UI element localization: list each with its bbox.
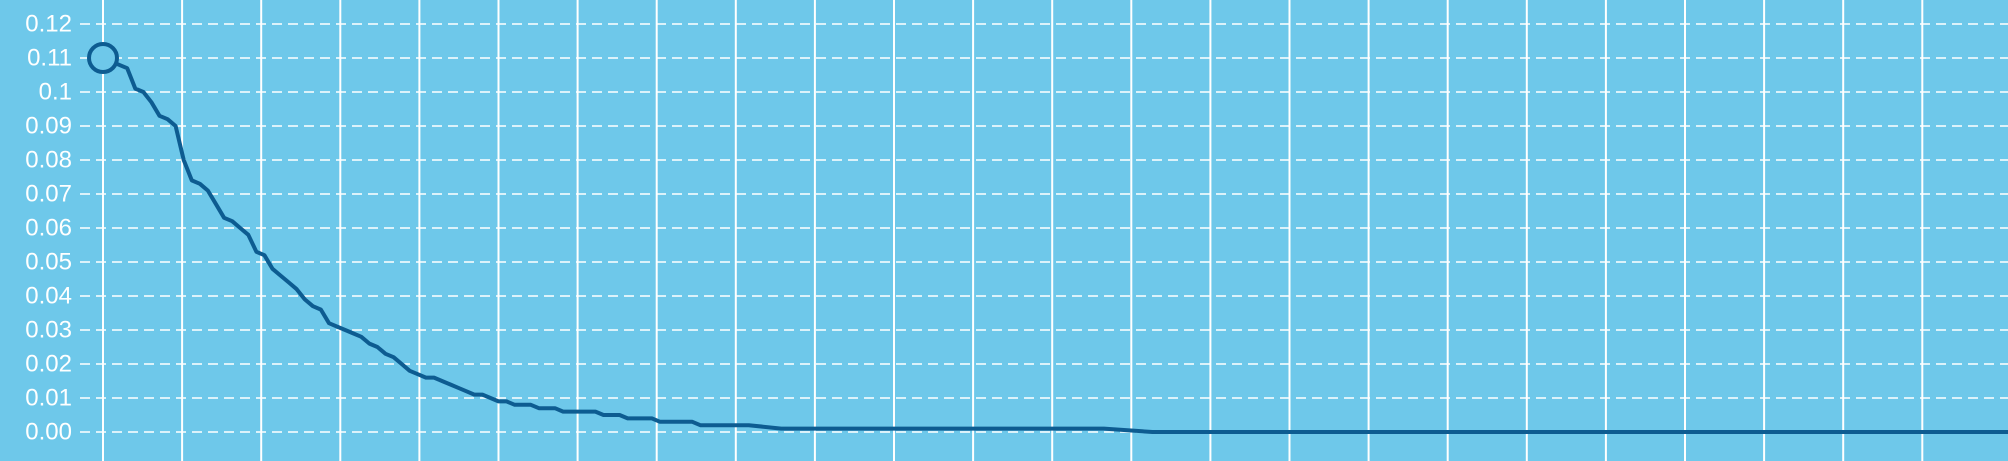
y-tick-label: 0.12 xyxy=(25,11,72,38)
y-tick-label: 0.11 xyxy=(27,45,72,72)
y-tick-label: 0.05 xyxy=(25,249,72,276)
y-tick-label: 0.08 xyxy=(25,147,72,174)
y-tick-labels: 0.00 0.01 0.02 0.03 0.04 0.05 0.06 0.07 0.08 0.09… xyxy=(25,11,72,446)
start-point-marker xyxy=(87,42,119,74)
series-line xyxy=(101,56,2008,434)
grid-layer xyxy=(80,0,2008,461)
series-layer xyxy=(87,42,2008,434)
y-tick-label: 0.01 xyxy=(25,385,72,412)
y-tick-label: 0.07 xyxy=(25,181,72,208)
y-tick-label: 0.03 xyxy=(25,317,72,344)
y-tick-label: 0.02 xyxy=(25,351,72,378)
y-tick-label: 0.04 xyxy=(25,283,72,310)
y-tick-label: 0.09 xyxy=(25,113,72,140)
y-tick-label: 0.00 xyxy=(25,419,72,446)
y-tick-label: 0.1 xyxy=(39,79,72,106)
y-tick-label: 0.06 xyxy=(25,215,72,242)
